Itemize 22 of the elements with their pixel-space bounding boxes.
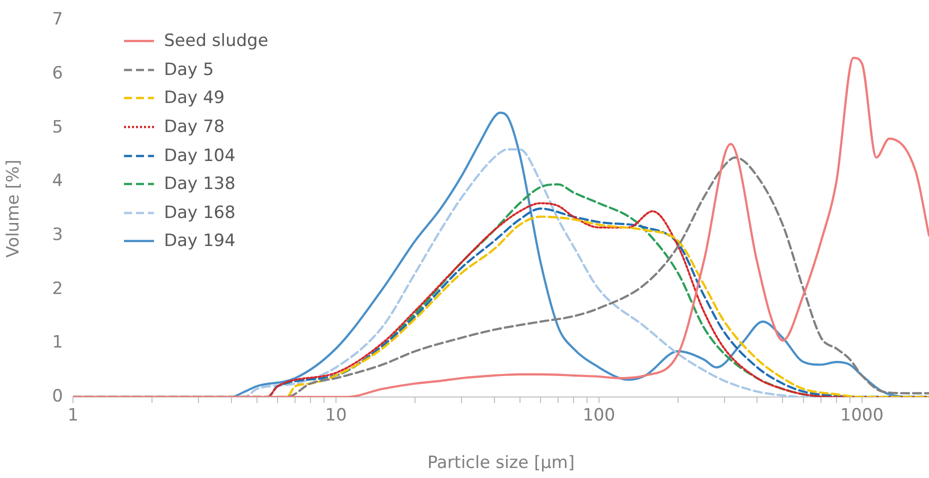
y-tick-label: 5 <box>52 117 63 138</box>
y-tick-label: 7 <box>52 10 63 30</box>
legend-label: Day 104 <box>164 146 236 166</box>
x-tick-label: 10 <box>325 406 347 426</box>
y-tick-label: 1 <box>52 332 63 353</box>
y-tick-label: 6 <box>52 63 63 84</box>
legend-label: Day 49 <box>164 88 225 108</box>
x-axis-title: Particle size [µm] <box>427 453 575 474</box>
y-tick-label: 3 <box>52 224 63 245</box>
legend-label: Day 5 <box>164 60 214 80</box>
legend-label: Seed sludge <box>164 31 268 52</box>
legend-label: Day 168 <box>164 202 236 223</box>
y-tick-label: 0 <box>52 386 63 406</box>
y-axis-title: Volume [%] <box>4 160 24 258</box>
x-tick-label: 1000 <box>840 406 884 426</box>
legend-label: Day 194 <box>164 231 236 252</box>
legend-label: Day 78 <box>164 117 225 138</box>
x-tick-label: 100 <box>582 406 616 426</box>
y-tick-label: 2 <box>52 278 63 299</box>
x-tick-label: 1 <box>68 406 78 426</box>
y-tick-label: 4 <box>52 171 63 192</box>
legend-label: Day 138 <box>164 174 236 194</box>
